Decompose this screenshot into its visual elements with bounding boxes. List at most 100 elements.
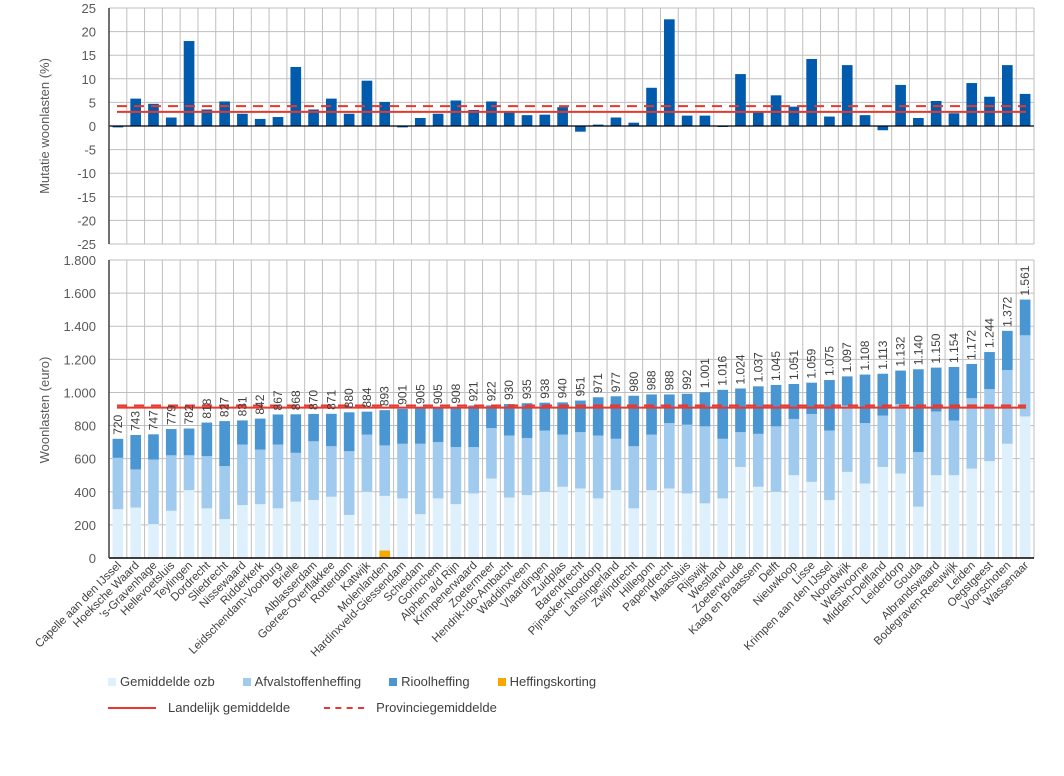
bar-mutatie (664, 19, 675, 126)
data-label-total: 868 (289, 390, 303, 410)
data-label-total: 1.561 (1018, 265, 1032, 295)
data-label-total: 980 (627, 371, 641, 391)
legend-label: Afvalstoffenheffing (254, 674, 362, 689)
bar-segment-afvalstoffenheffing (895, 404, 906, 474)
bar-segment-rioolheffing (539, 402, 551, 431)
data-label-total: 870 (307, 390, 321, 410)
data-label-total: 977 (609, 372, 623, 392)
bar-mutatie (824, 116, 835, 126)
bar-segment-gemiddelde-ozb (503, 497, 515, 558)
bar-segment-gemiddelde-ozb (913, 506, 924, 558)
data-label-total: 782 (182, 404, 196, 424)
bar-segment-gemiddelde-ozb (646, 490, 657, 558)
bar-segment-gemiddelde-ozb (290, 501, 302, 558)
bar-segment-afvalstoffenheffing (326, 446, 337, 497)
data-label-total: 867 (271, 390, 285, 410)
y-tick-label: 800 (74, 419, 96, 434)
bar-segment-afvalstoffenheffing (752, 433, 764, 487)
y-tick-label: 20 (82, 25, 96, 40)
bar-segment-rioolheffing (397, 408, 408, 444)
bar-segment-gemiddelde-ozb (361, 491, 373, 558)
bar-segment-rioolheffing (859, 374, 871, 424)
bar-segment-rioolheffing (343, 412, 355, 452)
data-label-total: 930 (502, 380, 516, 400)
y-tick-label: 1.600 (63, 286, 96, 301)
legend-label: Heffingskorting (509, 674, 597, 689)
bar-mutatie (503, 112, 515, 126)
bar-segment-rioolheffing (290, 414, 302, 453)
bar-mutatie (361, 80, 373, 126)
legend-row-series: Gemiddelde ozb Afvalstoffenheffing Riool… (108, 674, 624, 689)
bar-segment-rioolheffing (575, 400, 586, 433)
data-label-total: 880 (342, 388, 356, 408)
bar-segment-rioolheffing (681, 393, 693, 425)
bar-segment-gemiddelde-ozb (824, 500, 835, 558)
bar-mutatie (308, 109, 319, 126)
bar-segment-rioolheffing (486, 405, 497, 429)
bar-segment-rioolheffing (699, 392, 711, 427)
y-tick-label: 1.000 (63, 385, 96, 400)
bar-segment-gemiddelde-ozb (379, 495, 391, 558)
bar-segment-rioolheffing (610, 396, 622, 439)
data-label-total: 905 (431, 384, 445, 404)
bar-segment-afvalstoffenheffing (432, 442, 444, 499)
bar-segment-rioolheffing (1001, 330, 1013, 371)
data-label-total: 1.150 (929, 333, 943, 363)
bar-segment-gemiddelde-ozb (148, 524, 159, 558)
bar-mutatie (948, 113, 960, 126)
y-tick-label: 200 (74, 518, 96, 533)
data-label-total: 1.140 (911, 335, 925, 365)
data-label-total: 747 (146, 410, 160, 430)
bar-segment-rioolheffing (735, 388, 746, 433)
y-tick-label: 400 (74, 485, 96, 500)
bar-segment-rioolheffing (984, 352, 995, 390)
bar-segment-gemiddelde-ozb (841, 471, 853, 558)
bar-segment-afvalstoffenheffing (183, 455, 195, 491)
bar-segment-rioolheffing (592, 397, 604, 436)
bar-segment-rioolheffing (272, 414, 284, 445)
bar-segment-gemiddelde-ozb (788, 475, 800, 558)
bar-segment-afvalstoffenheffing (521, 437, 533, 496)
bar-segment-afvalstoffenheffing (308, 441, 319, 501)
y-tick-label: 0 (89, 551, 96, 566)
bar-segment-gemiddelde-ozb (521, 495, 533, 558)
bottom-chart-reference-lines (117, 404, 1026, 409)
bar-segment-rioolheffing (237, 420, 248, 445)
data-label-total: 818 (200, 398, 214, 418)
bar-segment-afvalstoffenheffing (859, 423, 871, 484)
bar-segment-gemiddelde-ozb (948, 475, 960, 558)
legend-swatch-afval (242, 677, 251, 686)
bar-mutatie (539, 114, 551, 126)
bar-segment-afvalstoffenheffing (592, 435, 604, 499)
data-label-total: 743 (129, 411, 143, 431)
bar-segment-afvalstoffenheffing (575, 432, 586, 489)
bar-mutatie (557, 107, 568, 126)
data-label-total: 1.045 (769, 351, 783, 381)
bar-mutatie (112, 126, 124, 128)
legend-item-ozb: Gemiddelde ozb (108, 674, 215, 689)
bar-mutatie (1001, 65, 1013, 126)
bottom-chart-data-labels: 720 743 747 779 782 818 827 831 842 867 868 870 871 8… (111, 265, 1032, 435)
bottom-chart-bars (112, 299, 1031, 558)
bar-segment-rioolheffing (841, 376, 853, 406)
bar-segment-gemiddelde-ozb (397, 498, 408, 558)
data-label-total: 1.051 (787, 350, 801, 380)
data-label-total: 842 (253, 394, 267, 414)
bar-mutatie (379, 101, 391, 126)
bar-mutatie (165, 117, 177, 126)
bar-segment-rioolheffing (308, 413, 319, 442)
bar-segment-gemiddelde-ozb (326, 496, 337, 558)
bar-mutatie (414, 117, 426, 126)
bar-segment-rioolheffing (503, 404, 515, 436)
data-label-total: 908 (449, 383, 463, 403)
data-label-total: 1.024 (733, 354, 747, 384)
bar-segment-rioolheffing (112, 438, 124, 458)
bar-segment-afvalstoffenheffing (539, 430, 551, 492)
bar-mutatie (735, 74, 746, 126)
bar-segment-rioolheffing (432, 408, 444, 443)
bar-mutatie (788, 106, 800, 126)
bar-segment-afvalstoffenheffing (984, 389, 995, 462)
bar-segment-afvalstoffenheffing (450, 447, 462, 505)
y-tick-label: 25 (82, 1, 96, 16)
bar-segment-afvalstoffenheffing (770, 426, 782, 492)
